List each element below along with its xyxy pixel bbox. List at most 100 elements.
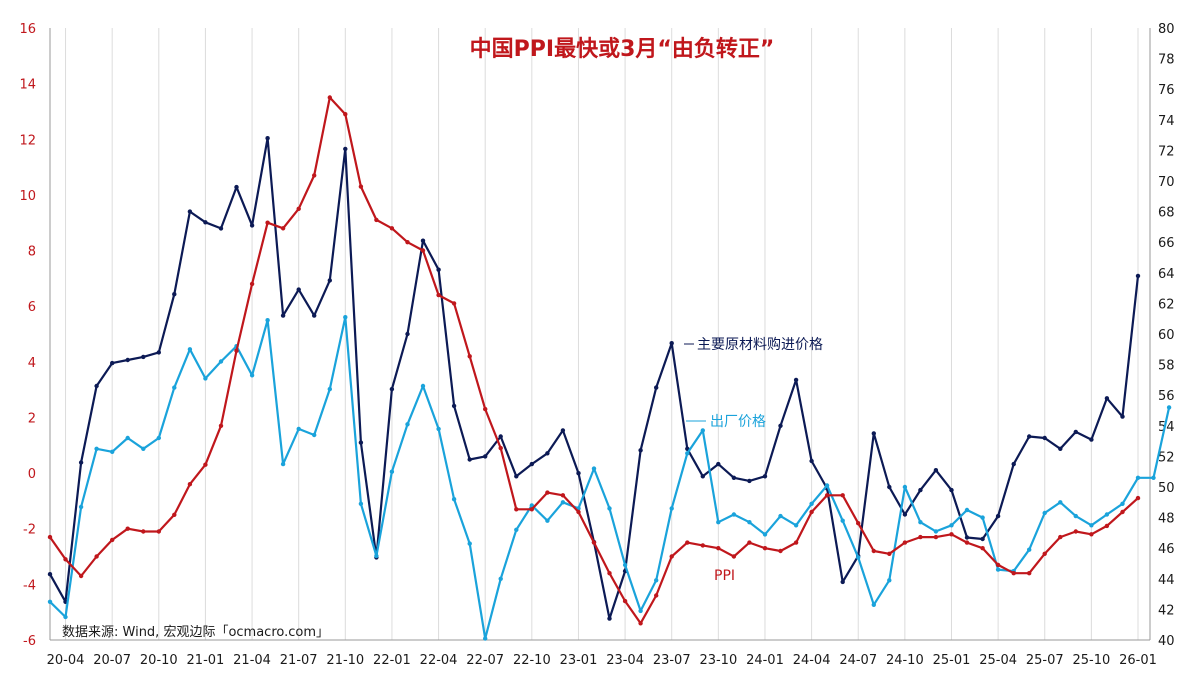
data-point-ppi xyxy=(78,573,84,579)
x-tick-label: 22-04 xyxy=(420,653,458,668)
data-point-purchase xyxy=(1073,429,1079,435)
series-label-ppi: PPI xyxy=(714,568,735,584)
data-point-ppi xyxy=(327,95,332,100)
data-point-purchase xyxy=(249,223,255,228)
right-tick-label: 44 xyxy=(1158,573,1175,588)
data-point-purchase xyxy=(887,484,892,490)
left-tick-label: 16 xyxy=(19,22,36,37)
right-tick-label: 48 xyxy=(1158,512,1175,527)
data-point-purchase xyxy=(312,313,317,318)
data-point-ppi xyxy=(809,509,814,515)
left-tick-label: 8 xyxy=(28,245,36,260)
data-point-factory xyxy=(638,608,643,614)
left-tick-label: 14 xyxy=(19,78,36,93)
x-tick-label: 20-07 xyxy=(93,653,131,668)
right-tick-label: 80 xyxy=(1158,22,1175,37)
data-point-ppi xyxy=(778,548,783,554)
left-tick-label: -6 xyxy=(23,634,36,649)
data-point-purchase xyxy=(514,474,519,479)
data-point-purchase xyxy=(995,513,1001,519)
data-point-ppi xyxy=(747,540,752,545)
right-tick-label: 60 xyxy=(1158,328,1175,343)
chart-title: 中国PPI最快或3月“由负转正” xyxy=(470,36,775,62)
data-point-ppi xyxy=(1089,532,1094,537)
series-layer xyxy=(47,95,1172,641)
data-point-ppi xyxy=(374,217,379,223)
data-point-purchase xyxy=(638,448,643,453)
data-point-factory xyxy=(265,318,270,323)
data-point-factory xyxy=(964,507,970,513)
data-point-purchase xyxy=(436,267,441,272)
data-point-ppi xyxy=(731,554,737,559)
data-point-ppi xyxy=(716,546,721,551)
data-point-factory xyxy=(1135,475,1141,480)
x-tick-label: 24-01 xyxy=(746,653,784,668)
data-point-factory xyxy=(856,555,861,560)
data-point-purchase xyxy=(405,331,410,337)
data-point-purchase xyxy=(980,536,985,542)
data-point-ppi xyxy=(1135,495,1141,501)
x-tick-label: 23-04 xyxy=(606,653,644,668)
data-point-factory xyxy=(483,636,488,641)
x-tick-label: 24-10 xyxy=(886,653,924,668)
data-point-purchase xyxy=(327,278,332,283)
data-point-ppi xyxy=(995,562,1001,568)
right-tick-label: 56 xyxy=(1158,389,1175,404)
data-point-factory xyxy=(280,461,286,467)
data-point-factory xyxy=(187,347,193,352)
data-point-ppi xyxy=(389,226,395,231)
data-point-ppi xyxy=(793,540,799,545)
right-tick-label: 62 xyxy=(1158,297,1175,312)
data-point-ppi xyxy=(343,112,348,117)
data-point-factory xyxy=(78,504,84,510)
data-point-factory xyxy=(467,541,472,546)
left-tick-label: 12 xyxy=(19,133,36,148)
x-tick-label: 22-10 xyxy=(513,653,551,668)
data-point-purchase xyxy=(420,238,426,243)
data-point-ppi xyxy=(47,534,53,540)
left-tick-label: 4 xyxy=(28,356,36,371)
right-tick-label: 74 xyxy=(1158,114,1175,129)
data-point-purchase xyxy=(1135,273,1141,279)
data-point-factory xyxy=(218,359,224,364)
data-point-ppi xyxy=(218,423,224,428)
x-tick-label: 25-04 xyxy=(979,653,1017,668)
data-point-purchase xyxy=(747,478,752,484)
data-point-ppi xyxy=(436,292,441,298)
data-point-ppi xyxy=(125,526,130,531)
data-point-purchase xyxy=(793,377,799,383)
data-point-factory xyxy=(902,484,908,490)
data-point-purchase xyxy=(700,474,705,479)
data-point-factory xyxy=(125,435,130,441)
left-tick-label: -4 xyxy=(23,578,36,593)
data-point-factory xyxy=(141,446,146,451)
data-point-factory xyxy=(296,426,301,432)
right-tick-label: 64 xyxy=(1158,267,1175,282)
data-point-factory xyxy=(622,562,628,568)
data-point-factory xyxy=(358,501,364,506)
data-point-factory xyxy=(1042,510,1047,516)
data-point-purchase xyxy=(218,226,224,231)
data-point-purchase xyxy=(1042,435,1047,441)
data-point-factory xyxy=(327,386,332,392)
data-point-factory xyxy=(607,506,612,511)
data-point-factory xyxy=(249,373,255,378)
data-point-purchase xyxy=(280,313,286,318)
data-point-ppi xyxy=(654,593,659,598)
data-point-purchase xyxy=(467,457,472,462)
series-label-purchase-group: 主要原材料购进价格 xyxy=(684,337,823,353)
data-point-factory xyxy=(793,523,799,528)
x-tick-label: 21-01 xyxy=(187,653,225,668)
data-point-factory xyxy=(514,527,519,532)
right-tick-label: 70 xyxy=(1158,175,1175,190)
series-purchase xyxy=(47,136,1141,621)
data-point-purchase xyxy=(94,383,99,389)
data-point-factory xyxy=(63,614,68,620)
data-point-purchase xyxy=(654,385,659,390)
series-ppi xyxy=(47,95,1141,626)
data-point-purchase xyxy=(296,287,301,292)
data-point-purchase xyxy=(778,423,783,428)
data-point-factory xyxy=(762,532,768,537)
data-point-factory xyxy=(980,515,985,520)
